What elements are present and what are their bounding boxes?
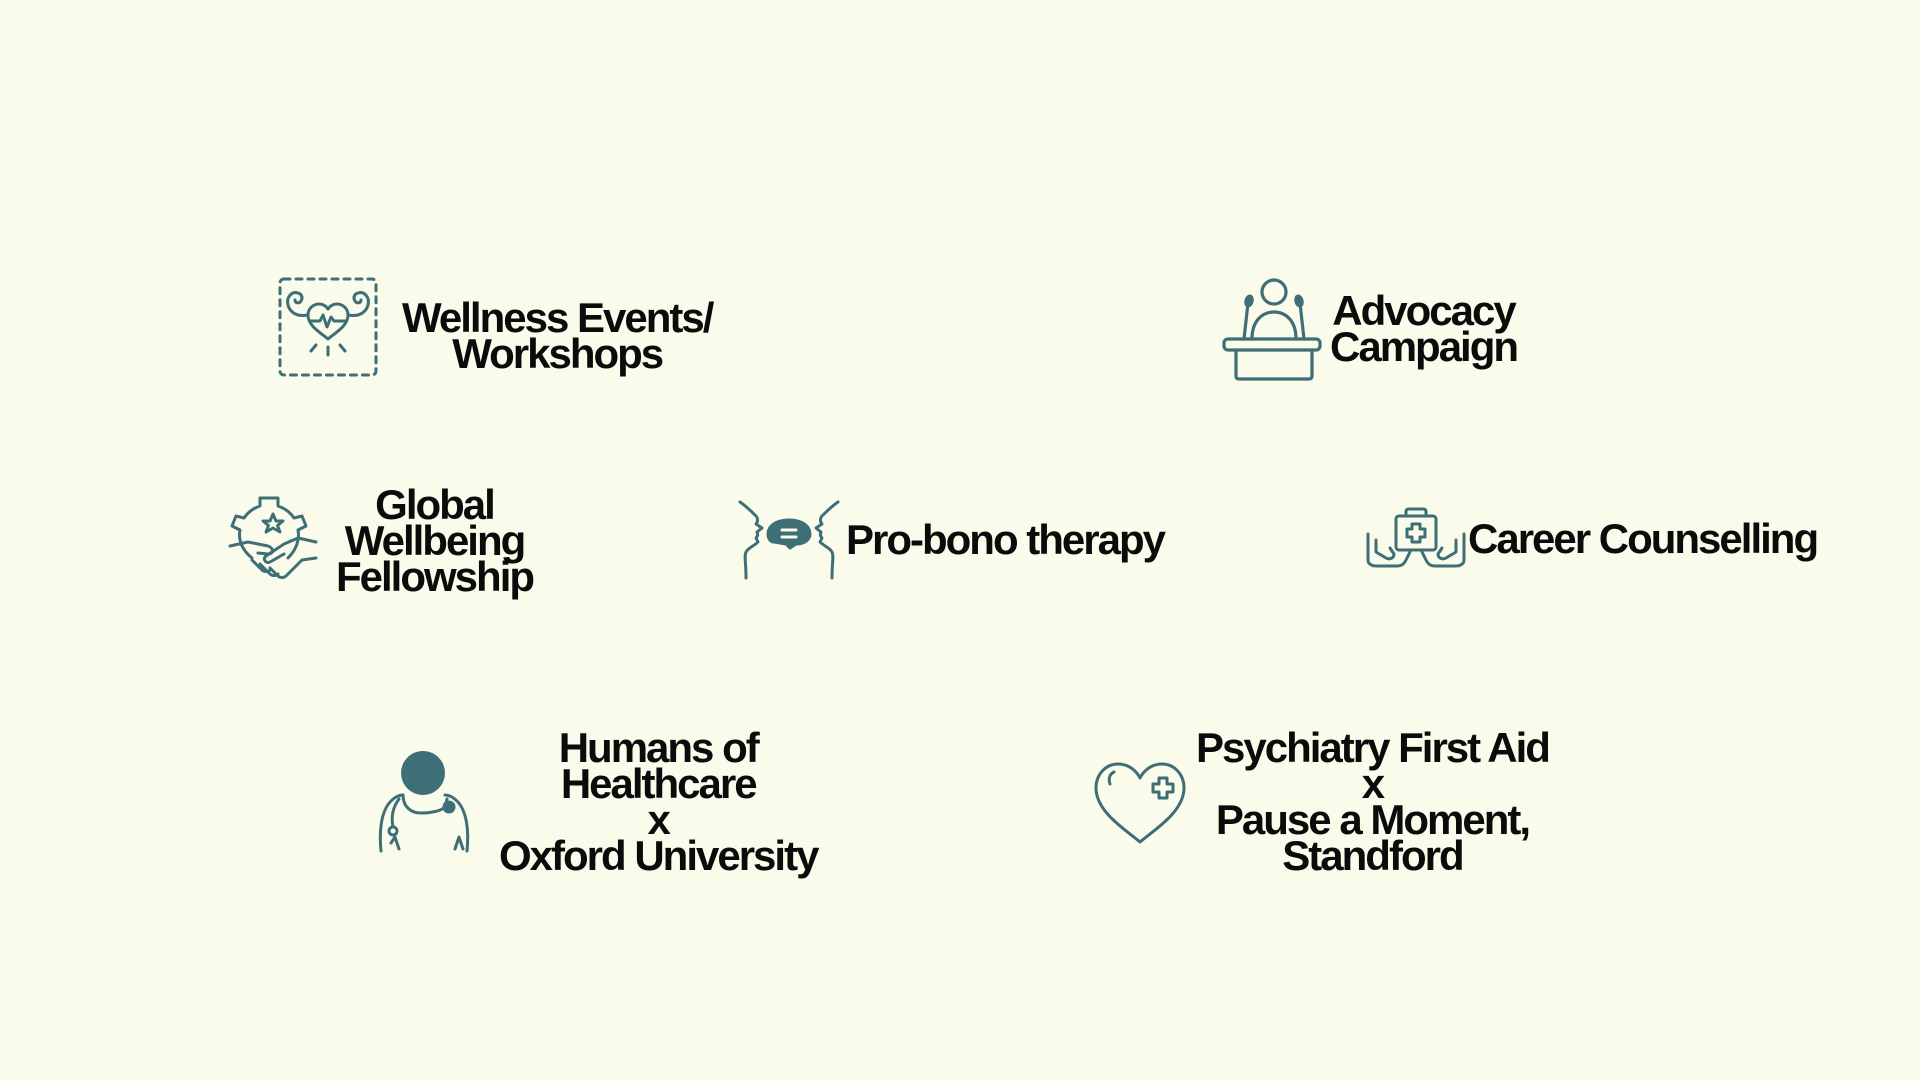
label-line: Pro-bono therapy: [846, 516, 1166, 563]
podium-speaker-icon: [1222, 277, 1322, 381]
gear-handshake-icon: [222, 496, 324, 584]
label-line: Workshops: [452, 330, 664, 377]
label-line: x: [647, 796, 671, 843]
label-line: Wellness Events/: [402, 294, 714, 341]
label-line: Fellowship: [336, 553, 535, 600]
humans-of-healthcare-item: Humans of Healthcare x Oxford University: [375, 724, 819, 879]
global-wellbeing-item: Global Wellbeing Fellowship: [222, 481, 535, 600]
doctor-stethoscope-icon: [375, 751, 475, 853]
label-line: Pause a Moment,: [1215, 796, 1531, 843]
pro-bono-therapy-label: Pro-bono therapy: [846, 516, 1166, 563]
label-line: Campaign: [1330, 323, 1519, 370]
label-line: Global: [375, 481, 496, 528]
advocacy-campaign-item: Advocacy Campaign: [1222, 277, 1519, 381]
label-line: Advocacy: [1332, 287, 1516, 334]
conversation-faces-icon: [738, 500, 840, 580]
humans-of-healthcare-label: Humans of Healthcare x Oxford University: [499, 724, 819, 879]
psychiatry-first-aid-label: Psychiatry First Aid x Pause a Moment, S…: [1196, 724, 1551, 879]
hands-medical-kit-icon: [1366, 507, 1466, 570]
wellness-events-label: Wellness Events/ Workshops: [402, 294, 714, 377]
global-wellbeing-label: Global Wellbeing Fellowship: [336, 481, 535, 600]
heart-plus-icon: [1092, 760, 1188, 844]
label-line: Career Counselling: [1468, 515, 1819, 562]
label-line: Wellbeing: [344, 517, 527, 564]
wellness-events-item: Wellness Events/ Workshops: [278, 277, 714, 377]
flexing-heart-icon: [278, 277, 380, 377]
label-line: Psychiatry First Aid: [1196, 724, 1551, 771]
pro-bono-therapy-item: Pro-bono therapy: [738, 500, 1166, 580]
label-line: Humans of: [558, 724, 760, 771]
label-line: Standford: [1282, 832, 1464, 879]
career-counselling-label: Career Counselling: [1468, 515, 1819, 562]
label-line: x: [1361, 760, 1385, 807]
career-counselling-item: Career Counselling: [1366, 507, 1819, 570]
label-line: Oxford University: [499, 832, 819, 879]
psychiatry-first-aid-item: Psychiatry First Aid x Pause a Moment, S…: [1092, 724, 1551, 879]
advocacy-campaign-label: Advocacy Campaign: [1330, 287, 1519, 370]
label-line: Healthcare: [560, 760, 758, 807]
